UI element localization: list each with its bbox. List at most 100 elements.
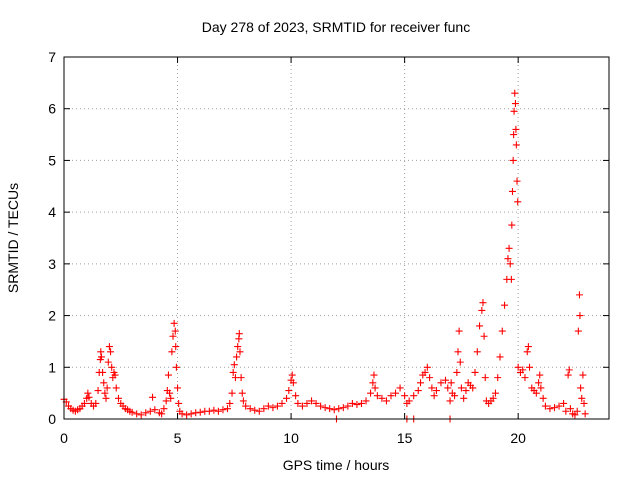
data-point — [167, 394, 175, 402]
data-point — [508, 187, 516, 195]
data-point — [378, 394, 386, 402]
data-point — [255, 407, 263, 415]
data-point — [97, 348, 105, 356]
data-point — [278, 399, 286, 407]
y-tick-label: 3 — [48, 256, 56, 272]
data-point — [174, 384, 182, 392]
data-point — [171, 327, 179, 335]
data-point — [84, 389, 92, 397]
data-point — [469, 384, 477, 392]
data-point — [115, 394, 122, 402]
data-point — [507, 275, 515, 283]
data-point — [511, 89, 519, 97]
data-point — [519, 366, 527, 374]
data-point — [562, 407, 570, 415]
data-point — [428, 384, 436, 392]
data-point — [226, 399, 234, 407]
data-point — [566, 405, 574, 413]
data-point — [164, 371, 172, 379]
data-point — [573, 407, 581, 415]
data-point — [481, 374, 489, 382]
data-point — [269, 404, 277, 412]
data-point — [454, 348, 462, 356]
data-points — [60, 89, 589, 423]
data-point — [489, 394, 497, 402]
data-point — [451, 392, 459, 400]
data-point — [149, 393, 157, 401]
data-point — [107, 348, 115, 356]
data-point — [509, 156, 517, 164]
data-point — [577, 384, 585, 392]
data-point — [447, 379, 455, 387]
y-tick-label: 0 — [48, 411, 56, 427]
data-point — [514, 198, 522, 206]
data-point — [169, 332, 177, 340]
data-point — [236, 348, 244, 356]
data-point — [536, 371, 544, 379]
data-point — [151, 406, 159, 414]
y-tick-label: 7 — [48, 49, 56, 65]
data-point — [146, 407, 154, 415]
x-axis-label: GPS time / hours — [283, 457, 390, 473]
data-point — [541, 402, 549, 410]
data-point — [479, 299, 487, 307]
data-point — [512, 141, 520, 149]
data-point — [511, 100, 519, 108]
data-point — [160, 405, 168, 413]
data-point — [348, 399, 356, 407]
data-point — [421, 368, 429, 376]
data-point — [273, 402, 281, 410]
data-point — [414, 387, 422, 395]
data-point — [471, 368, 479, 376]
data-point — [498, 327, 506, 335]
data-point — [564, 371, 572, 379]
data-point — [158, 410, 166, 418]
x-tick-label: 20 — [510, 430, 526, 446]
data-point — [289, 379, 297, 387]
data-point — [571, 411, 579, 419]
data-point — [251, 406, 259, 414]
data-point — [288, 371, 296, 379]
data-point — [460, 394, 468, 402]
data-point — [128, 408, 136, 416]
data-point — [298, 402, 306, 410]
data-point — [99, 368, 107, 376]
data-point — [494, 374, 502, 382]
data-point — [229, 368, 237, 376]
data-point — [410, 392, 418, 400]
data-point — [442, 376, 449, 384]
data-point — [505, 244, 513, 252]
data-point — [362, 397, 370, 405]
data-point — [478, 306, 486, 314]
data-point — [137, 411, 145, 419]
data-point — [457, 384, 465, 392]
data-point — [535, 379, 543, 387]
data-point — [183, 411, 191, 419]
data-point — [491, 389, 499, 397]
data-point — [214, 407, 222, 415]
axis-ticks: 0 1 2 3 4 5 6 7 0 5 10 15 20 — [48, 49, 609, 446]
data-point — [112, 384, 120, 392]
data-point — [172, 363, 180, 371]
data-point — [344, 402, 352, 410]
data-point — [321, 404, 329, 412]
data-point — [473, 348, 481, 356]
data-point — [219, 406, 227, 414]
x-tick-label: 15 — [397, 430, 413, 446]
data-point — [555, 402, 563, 410]
x-tick-label: 5 — [174, 430, 182, 446]
data-point — [187, 410, 195, 418]
data-point — [401, 392, 409, 400]
data-point — [510, 131, 518, 139]
data-point — [294, 399, 302, 407]
data-point — [101, 389, 109, 397]
data-point — [330, 406, 338, 414]
data-point — [430, 392, 438, 400]
data-point — [97, 353, 105, 361]
data-point — [446, 397, 454, 405]
data-point — [532, 389, 540, 397]
data-point — [565, 366, 573, 374]
data-point — [506, 260, 514, 268]
data-point — [576, 312, 584, 320]
data-point — [392, 389, 400, 397]
